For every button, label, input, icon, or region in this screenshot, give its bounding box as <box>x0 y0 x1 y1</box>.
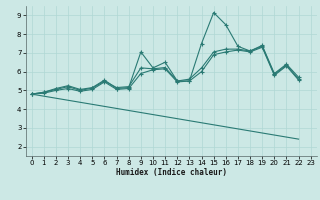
X-axis label: Humidex (Indice chaleur): Humidex (Indice chaleur) <box>116 168 227 177</box>
